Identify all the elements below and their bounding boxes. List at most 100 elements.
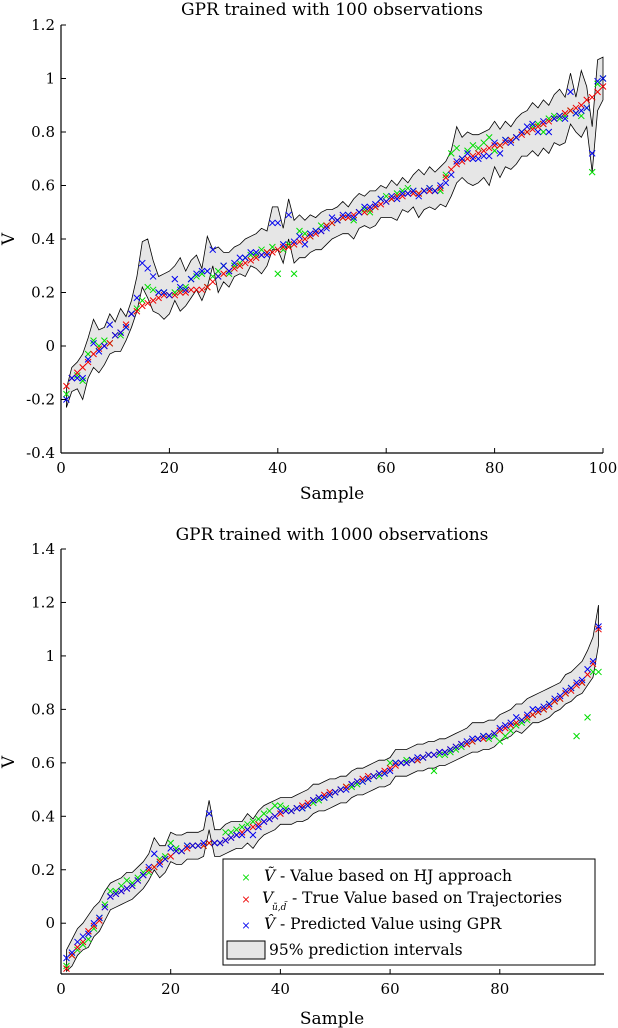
- x-marker-icon: [415, 190, 423, 197]
- x-marker-icon: [452, 746, 460, 753]
- x-marker-icon: [269, 249, 276, 256]
- x-marker-icon: [573, 679, 580, 687]
- x-marker-icon: [577, 101, 585, 109]
- x-marker-icon: [534, 128, 542, 136]
- x-marker-icon: [95, 342, 103, 350]
- x-marker-icon: [583, 96, 591, 104]
- x-marker-icon: [507, 136, 515, 144]
- x-marker-icon: [567, 88, 574, 96]
- x-marker-icon: [269, 219, 276, 227]
- x-marker-icon: [480, 152, 488, 160]
- x-marker-icon: [241, 254, 249, 262]
- x-marker-icon: [193, 273, 200, 280]
- x-marker-icon: [594, 88, 601, 96]
- data-points: [63, 623, 602, 973]
- x-marker-icon: [198, 267, 206, 275]
- legend-label: - True Value based on Trajectories: [292, 889, 562, 907]
- x-marker-icon: [469, 738, 476, 745]
- x-marker-icon: [198, 270, 206, 278]
- y-tick-label: 0.4: [31, 230, 55, 248]
- x-marker-icon: [73, 374, 81, 382]
- x-marker-icon: [79, 933, 87, 940]
- x-marker-icon: [182, 283, 190, 291]
- x-marker-icon: [205, 810, 213, 817]
- chart-100-observations: GPR trained with 100 observations 0 20 40 6…: [0, 0, 617, 504]
- x-marker-icon: [107, 887, 114, 895]
- x-marker-icon: [149, 297, 157, 304]
- x-marker-icon: [386, 759, 394, 767]
- x-marker-icon: [550, 112, 558, 120]
- x-marker-icon: [111, 331, 119, 339]
- x-marker-icon: [501, 722, 509, 729]
- x-marker-icon: [529, 123, 536, 131]
- x-marker-icon: [279, 240, 287, 248]
- x-marker-icon: [339, 214, 347, 221]
- x-marker-icon: [133, 294, 141, 302]
- y-tick-label: 1.4: [31, 540, 55, 558]
- x-marker-icon: ×: [241, 893, 250, 906]
- x-marker-icon: [317, 227, 325, 235]
- legend-item-interval: 95% prediction intervals: [226, 940, 463, 960]
- x-marker-icon: [144, 299, 152, 307]
- x-marker-icon: [556, 112, 563, 120]
- x-marker-icon: [523, 714, 531, 721]
- x-marker-icon: [507, 727, 515, 735]
- x-marker-icon: [189, 842, 196, 850]
- x-marker-icon: [293, 804, 301, 812]
- x-marker-icon: [63, 382, 70, 390]
- x-marker-icon: [502, 136, 509, 144]
- x-marker-icon: [364, 775, 372, 783]
- legend-symbol: V: [262, 889, 275, 907]
- x-marker-icon: [145, 866, 153, 874]
- x-marker-icon: [403, 759, 410, 767]
- x-marker-icon: [274, 270, 282, 278]
- x-marker-icon: [231, 265, 238, 272]
- x-marker-icon: [496, 724, 504, 732]
- x-marker-icon: [485, 133, 493, 141]
- x-marker-icon: [577, 107, 585, 114]
- x-marker-icon: [171, 291, 179, 299]
- x-marker-icon: [463, 740, 471, 748]
- x-marker-icon: [382, 192, 390, 200]
- x-marker-icon: [540, 703, 548, 711]
- x-marker-icon: [236, 262, 244, 270]
- x-marker-icon: [106, 321, 114, 328]
- x-marker-icon: [496, 738, 504, 745]
- x-marker-icon: [122, 321, 130, 328]
- x-marker-icon: [491, 142, 498, 149]
- x-marker-icon: [155, 294, 162, 302]
- y-tick-label: 0: [45, 914, 55, 932]
- x-marker-icon: [282, 807, 290, 815]
- x-marker-icon: [326, 791, 334, 799]
- x-marker-icon: [178, 847, 186, 855]
- x-marker-icon: [485, 735, 493, 743]
- x-marker-icon: [392, 759, 399, 767]
- x-marker-icon: [507, 719, 515, 727]
- x-marker-icon: [271, 812, 279, 820]
- x-marker-icon: [182, 289, 190, 296]
- x-marker-icon: [133, 307, 141, 315]
- x-marker-icon: [149, 286, 157, 294]
- x-marker-icon: [95, 345, 103, 353]
- x-marker-icon: [490, 732, 498, 740]
- series-gpr: [63, 75, 607, 403]
- y-tick-label: 0.6: [31, 754, 55, 772]
- y-tick-label: -0.4: [26, 444, 55, 462]
- x-marker-icon: [247, 257, 255, 264]
- x-marker-icon: [247, 251, 255, 259]
- x-marker-icon: [277, 807, 284, 815]
- x-marker-icon: [540, 706, 548, 713]
- x-marker-icon: [282, 804, 290, 812]
- y-tick-label: 0.8: [31, 700, 55, 718]
- x-marker-icon: [344, 211, 352, 219]
- y-tick-label: 0.8: [31, 123, 55, 141]
- x-marker-icon: [375, 770, 383, 777]
- x-marker-icon: [296, 232, 303, 240]
- x-marker-icon: [200, 839, 207, 847]
- x-marker-icon: [480, 147, 488, 155]
- x-marker-icon: [227, 828, 235, 836]
- x-marker-icon: [469, 152, 477, 160]
- x-marker-icon: [161, 853, 169, 860]
- x-marker-icon: [167, 853, 175, 860]
- legend-label: - Predicted Value using GPR: [280, 915, 503, 933]
